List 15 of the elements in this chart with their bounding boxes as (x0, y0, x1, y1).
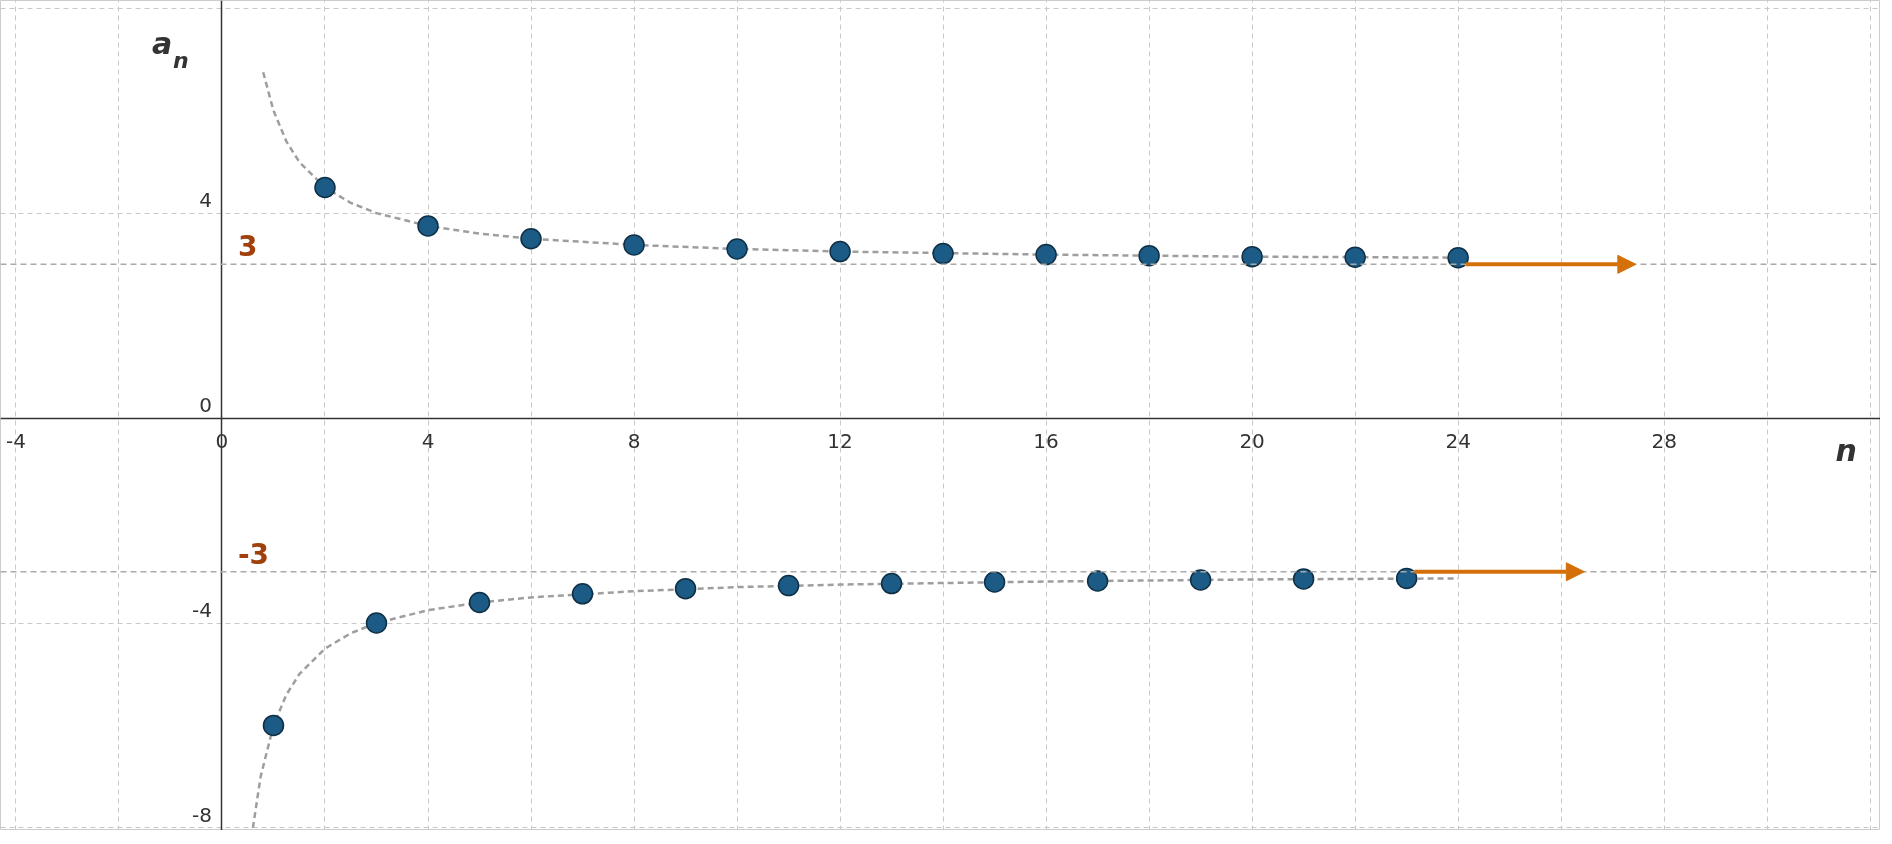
x-tick-label: 4 (421, 429, 435, 454)
y-tick-label: 0 (199, 393, 212, 418)
ref-line-label: 3 (237, 230, 258, 264)
x-axis-title: n (1835, 433, 1857, 469)
x-tick-label: -4 (5, 429, 26, 454)
x-tick-label: 8 (627, 429, 641, 454)
x-tick-label: 28 (1651, 429, 1677, 454)
y-tick-label: -8 (192, 802, 212, 827)
x-tick-label: 16 (1033, 429, 1059, 454)
y-tick-label: 4 (199, 188, 212, 213)
x-tick-label: 24 (1445, 429, 1471, 454)
y-tick-label: -4 (192, 598, 212, 622)
x-tick-label: 12 (827, 429, 853, 454)
ref-line-label: -3 (237, 537, 270, 571)
x-tick-label: 20 (1239, 429, 1265, 454)
